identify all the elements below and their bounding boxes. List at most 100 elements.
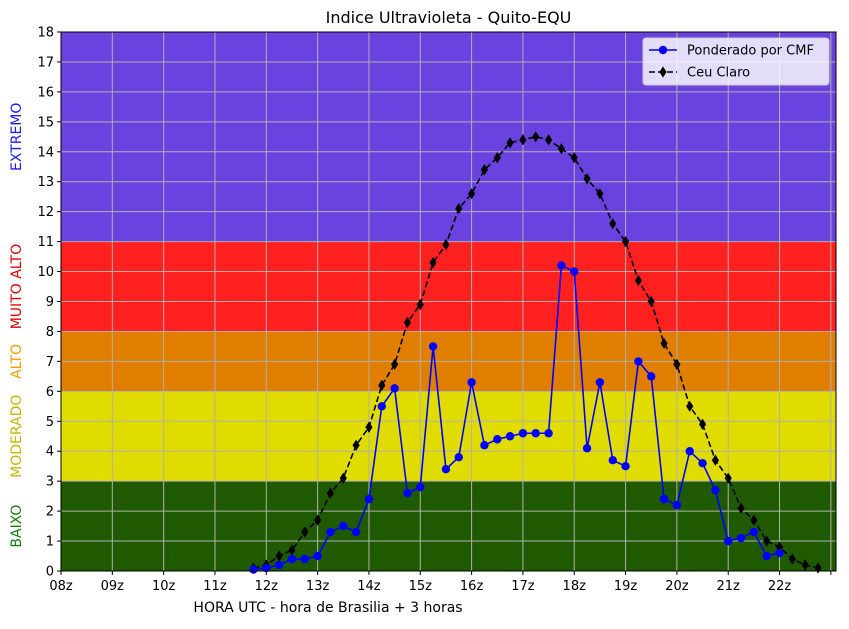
y-tick-label: 7 xyxy=(46,355,54,370)
data-point xyxy=(416,482,425,492)
data-point xyxy=(621,461,630,471)
y-tick-label: 13 xyxy=(37,175,54,190)
x-tick-label: 14z xyxy=(357,579,381,594)
data-point xyxy=(403,488,412,498)
data-point xyxy=(467,378,476,387)
data-point xyxy=(634,357,643,366)
data-point xyxy=(660,337,668,350)
data-point xyxy=(287,554,297,564)
x-tick-label: 15z xyxy=(409,579,433,594)
band-muito-alto xyxy=(61,241,836,332)
data-point xyxy=(364,494,374,504)
data-point xyxy=(673,358,681,370)
data-point xyxy=(647,295,655,308)
band-baixo xyxy=(61,481,836,571)
data-point xyxy=(634,274,643,287)
data-point xyxy=(762,551,771,561)
data-point xyxy=(505,432,515,441)
data-point xyxy=(493,152,501,164)
data-point xyxy=(608,456,617,465)
band-label-muito-alto: MUITO ALTO xyxy=(9,244,25,330)
data-point xyxy=(249,565,258,574)
data-point xyxy=(544,429,553,438)
x-tick-label: 19z xyxy=(614,579,638,594)
legend-marker xyxy=(658,45,668,55)
x-tick-label: 11z xyxy=(203,579,227,594)
y-tick-label: 0 xyxy=(46,565,54,580)
data-point xyxy=(351,527,361,537)
data-point xyxy=(377,402,386,411)
data-point xyxy=(749,527,759,537)
legend: Ponderado por CMF Ceu Claro xyxy=(642,37,830,86)
data-point xyxy=(531,429,540,438)
data-point xyxy=(557,143,566,155)
data-point xyxy=(698,459,707,468)
data-point xyxy=(532,131,540,143)
band-label-moderado: MODERADO xyxy=(9,395,25,478)
x-tick-label: 08z xyxy=(49,579,73,594)
data-point xyxy=(326,527,335,537)
legend-entry: Ceu Claro xyxy=(687,66,750,81)
y-tick-label: 17 xyxy=(37,55,54,70)
data-point xyxy=(455,203,463,215)
data-point xyxy=(403,316,412,329)
legend-marker xyxy=(659,66,667,78)
data-point xyxy=(518,429,528,438)
data-point xyxy=(262,563,271,573)
x-axis-label: HORA UTC - hora de Brasilia + 3 horas xyxy=(193,600,462,616)
x-tick-label: 20z xyxy=(665,579,689,594)
y-tick-label: 14 xyxy=(37,145,54,160)
data-point xyxy=(801,559,809,571)
data-point xyxy=(352,439,360,451)
y-tick-label: 2 xyxy=(46,505,54,520)
data-point xyxy=(391,358,399,370)
y-tick-label: 18 xyxy=(37,26,54,41)
data-point xyxy=(480,164,489,176)
data-point xyxy=(775,541,784,553)
band-label-extremo: EXTREMO xyxy=(9,103,25,171)
data-point xyxy=(467,188,476,200)
data-point xyxy=(659,494,669,504)
y-tick-label: 4 xyxy=(46,445,54,460)
data-point xyxy=(570,267,579,276)
data-point xyxy=(326,487,335,499)
data-point xyxy=(275,550,283,562)
data-point xyxy=(378,379,386,391)
data-point xyxy=(313,551,322,561)
chart-title: Indice Ultravioleta - Quito-EQU xyxy=(326,8,572,27)
data-point xyxy=(274,560,284,570)
data-point xyxy=(750,514,758,526)
x-tick-label: 18z xyxy=(563,579,587,594)
data-point xyxy=(609,218,617,230)
band-label-baixo: BAIXO xyxy=(9,505,25,548)
data-point xyxy=(686,400,694,412)
data-point xyxy=(428,342,438,351)
y-tick-label: 6 xyxy=(46,385,54,400)
data-point xyxy=(519,134,527,146)
data-point xyxy=(339,472,347,484)
data-point xyxy=(454,453,463,462)
y-tick-label: 12 xyxy=(37,205,54,220)
data-point xyxy=(647,372,656,381)
y-tick-label: 16 xyxy=(37,85,54,100)
data-point xyxy=(493,435,502,444)
data-point xyxy=(544,134,553,146)
data-point xyxy=(583,173,591,185)
y-tick-label: 10 xyxy=(37,265,54,280)
data-point xyxy=(390,384,399,393)
data-point xyxy=(365,421,373,433)
data-point xyxy=(596,188,604,200)
data-point xyxy=(672,500,682,510)
x-tick-label: 17z xyxy=(511,579,535,594)
x-tick-label: 09z xyxy=(101,579,125,594)
data-point xyxy=(480,441,489,450)
x-tick-label: 21z xyxy=(717,579,741,594)
data-point xyxy=(763,535,771,547)
data-point xyxy=(288,544,296,556)
y-tick-label: 5 xyxy=(46,415,54,430)
data-point xyxy=(441,464,451,474)
data-point xyxy=(300,554,309,564)
y-tick-label: 3 xyxy=(46,475,54,490)
data-point xyxy=(698,418,707,430)
